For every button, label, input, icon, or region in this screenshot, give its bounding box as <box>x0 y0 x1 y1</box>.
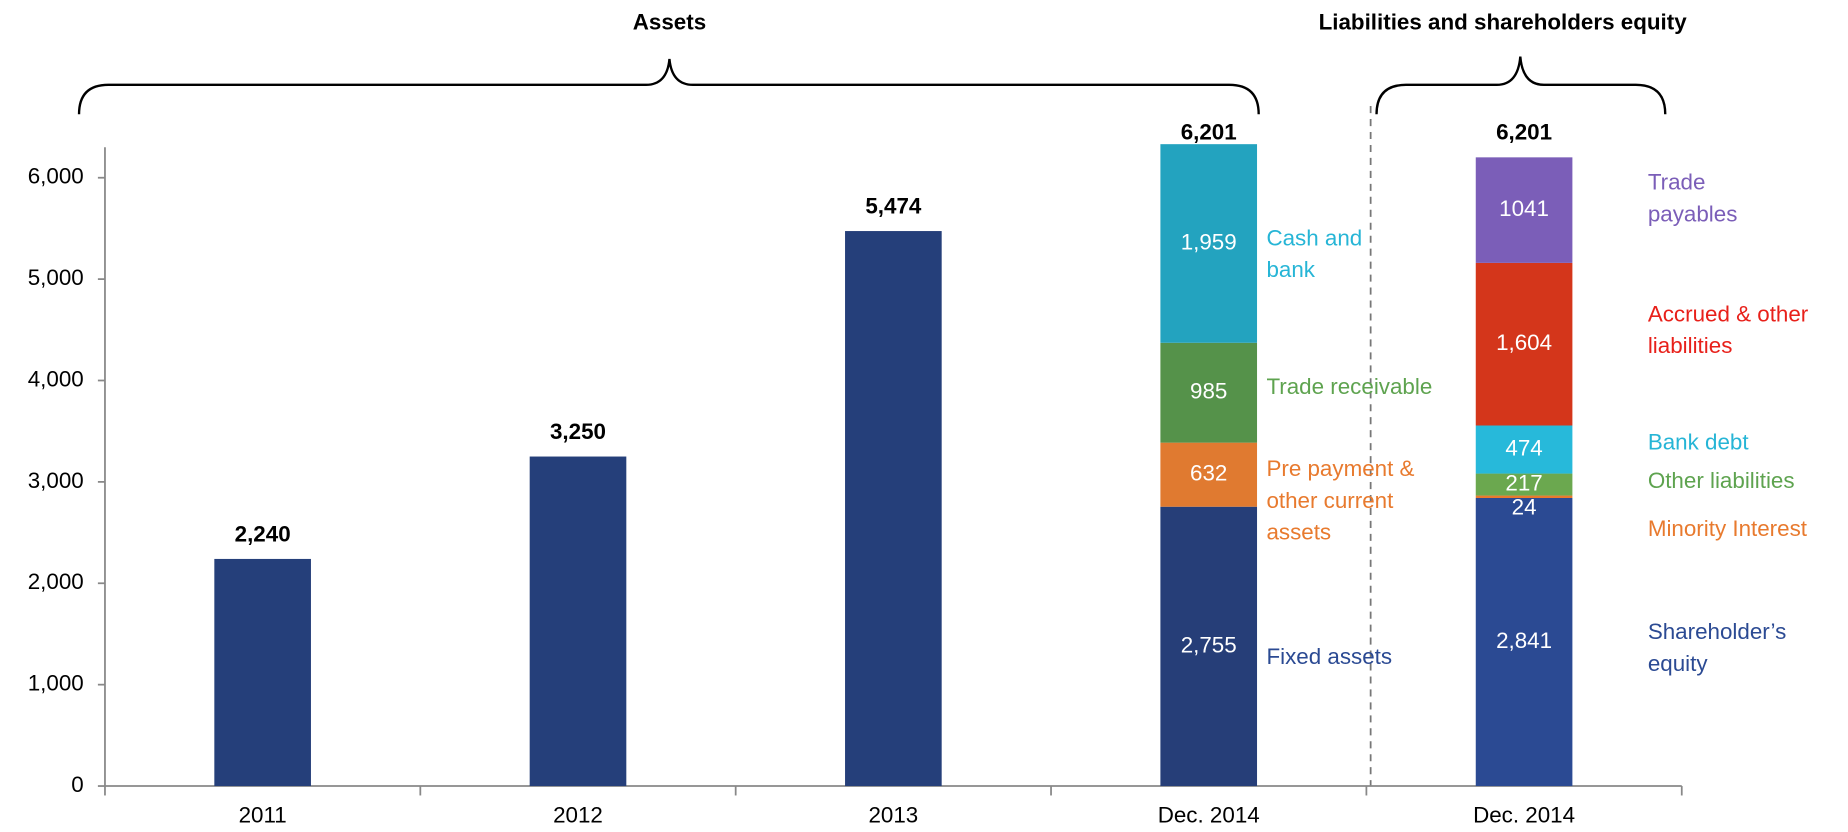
x-tick-label: 2013 <box>868 803 918 828</box>
segment-name: Pre payment & other current assets <box>1266 456 1414 545</box>
segment-name: Shareholder’s equity <box>1648 619 1787 676</box>
bar-segment <box>214 558 311 787</box>
segment-name: Bank debt <box>1648 430 1750 455</box>
y-tick-label: 3,000 <box>28 468 84 493</box>
segment-name: Trade receivable <box>1266 374 1432 399</box>
bar-segment <box>1475 495 1573 499</box>
value-label: 985 <box>1190 379 1227 404</box>
bar-segment <box>1475 157 1573 263</box>
segment-name: Other liabilities <box>1648 468 1795 493</box>
total-label: 6,201 <box>1496 120 1552 145</box>
value-label: 1,604 <box>1496 330 1552 355</box>
group-title: Assets <box>633 9 706 34</box>
bar-segment <box>1160 442 1258 507</box>
segment-name: Fixed assets <box>1266 644 1392 669</box>
total-label: 6,201 <box>1181 120 1237 145</box>
value-label: 1,959 <box>1181 229 1237 254</box>
bar-segment <box>1475 262 1573 426</box>
bar-segment <box>1160 506 1258 787</box>
assets-brace <box>77 58 1260 115</box>
y-tick-label: 0 <box>71 772 83 797</box>
group-title: Liabilities and shareholders equity <box>1319 9 1688 34</box>
total-label: 5,474 <box>865 193 922 218</box>
x-tick-label: Dec. 2014 <box>1473 803 1575 828</box>
segment-name: Trade payables <box>1648 170 1738 227</box>
x-tick-label: Dec. 2014 <box>1158 803 1260 828</box>
segment-name: Accrued & other liabilities <box>1648 301 1809 358</box>
bar-segment <box>1475 425 1573 474</box>
bar-segment <box>1475 498 1573 787</box>
value-label: 217 <box>1505 470 1542 495</box>
value-label: 24 <box>1512 494 1537 519</box>
y-tick-label: 1,000 <box>28 671 84 696</box>
liabilities-brace <box>1375 56 1667 115</box>
bar-segment <box>1160 144 1258 343</box>
bar-segment <box>845 231 942 787</box>
value-label: 474 <box>1505 435 1542 460</box>
x-tick-label: 2011 <box>239 803 287 828</box>
value-label: 632 <box>1190 461 1227 486</box>
bar-segment <box>1160 342 1258 443</box>
y-tick-label: 6,000 <box>28 164 84 189</box>
y-tick-label: 4,000 <box>28 366 84 391</box>
bar-segment <box>529 456 627 787</box>
total-label: 2,240 <box>235 521 291 546</box>
value-label: 2,841 <box>1496 628 1552 653</box>
total-label: 3,250 <box>550 419 606 444</box>
value-label: 2,755 <box>1181 632 1237 657</box>
segment-name: Cash and bank <box>1266 225 1362 282</box>
bar-segment <box>1475 473 1573 496</box>
value-label: 1041 <box>1499 196 1549 221</box>
y-tick-label: 2,000 <box>28 569 84 594</box>
y-tick-label: 5,000 <box>28 265 84 290</box>
segment-name: Minority Interest <box>1648 516 1808 541</box>
x-tick-label: 2012 <box>553 803 603 828</box>
